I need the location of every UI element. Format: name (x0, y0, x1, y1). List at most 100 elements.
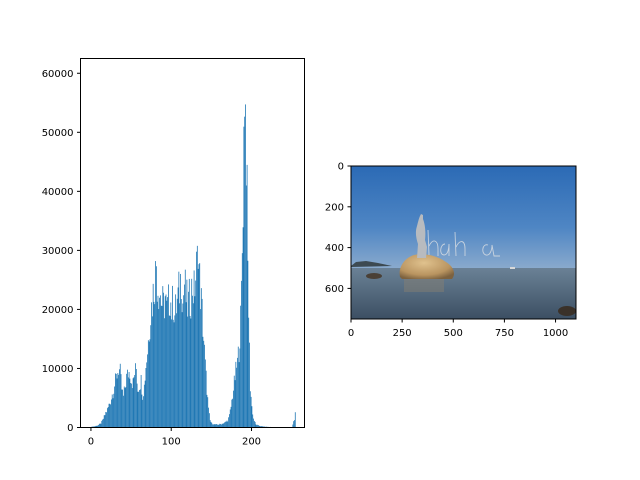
histogram-bar (184, 284, 185, 428)
histogram-bar (95, 425, 97, 428)
histogram-bar (192, 295, 193, 428)
histogram-bar (211, 422, 213, 428)
histogram-bar (243, 126, 245, 428)
histogram-bar (175, 294, 177, 428)
histogram-bar (123, 386, 125, 428)
image-x-ticks: 0 250 500 750 1000 (348, 319, 568, 339)
histogram-y-tick-label: 50000 (42, 128, 74, 139)
photo-hills (351, 261, 392, 267)
histogram-bar (170, 302, 172, 428)
photo-reflection (404, 278, 444, 292)
histogram-bar (146, 362, 148, 428)
histogram-y-tick-label: 30000 (42, 246, 74, 257)
histogram-bar (158, 309, 160, 428)
histogram-bar (116, 378, 118, 428)
histogram-bar (249, 391, 251, 428)
histogram-y-ticks: 0 10000 20000 30000 40000 50000 60000 (42, 69, 81, 434)
histogram-bar (184, 269, 186, 428)
histogram-bar (191, 278, 193, 428)
histogram-bar (94, 426, 95, 428)
histogram-bar (165, 294, 167, 428)
histogram-bar (218, 424, 220, 428)
histogram-bar (115, 373, 116, 428)
histogram-y-tick-label: 10000 (42, 364, 74, 375)
histogram-bar (294, 420, 295, 428)
histogram-bar (145, 368, 147, 428)
histogram-bar (222, 423, 224, 428)
histogram-bar (239, 348, 241, 428)
histogram-bar (293, 421, 295, 428)
histogram-bar (212, 424, 213, 428)
histogram-bar (232, 398, 234, 428)
image-x-tick-label: 1000 (543, 328, 568, 339)
histogram-bar (131, 383, 132, 428)
histogram-bar (164, 296, 166, 428)
histogram-bar (153, 301, 155, 428)
histogram-bar (122, 389, 124, 428)
histogram-bar (106, 412, 107, 428)
histogram-bar (188, 278, 190, 428)
histogram-bar (216, 424, 218, 428)
histogram-bar (111, 399, 112, 428)
histogram-bar (93, 426, 95, 428)
histogram-axes: 0 10000 20000 30000 40000 50000 60000 0 100 200 (42, 58, 305, 448)
histogram-bar (151, 316, 153, 428)
histogram-bar (196, 251, 197, 428)
histogram-bar (196, 245, 198, 428)
histogram-bar (253, 420, 255, 428)
image-y-tick-label: 200 (325, 202, 344, 213)
histogram-bar (194, 296, 196, 428)
image-y-tick-label: 600 (325, 284, 344, 295)
histogram-bar (102, 418, 104, 428)
histogram-bar (255, 424, 257, 428)
histogram-bar (143, 384, 145, 428)
histogram-bar (105, 411, 107, 428)
histogram-bar (147, 354, 148, 428)
histogram-bar (248, 317, 250, 428)
histogram-bar (216, 424, 217, 428)
histogram-bar (98, 424, 99, 428)
photo-boat (510, 267, 515, 269)
histogram-bar (242, 227, 244, 428)
histogram-bar (118, 374, 120, 428)
histogram-bar (219, 423, 221, 428)
histogram-bar (187, 316, 189, 428)
image-x-tick-label: 500 (444, 328, 463, 339)
histogram-bar (151, 302, 152, 428)
histogram-bar (230, 406, 232, 428)
histogram-bar (121, 389, 123, 428)
histogram-bar (176, 298, 178, 428)
histogram-bar (117, 373, 119, 428)
histogram-bar (159, 297, 160, 428)
photo-handwriting (427, 229, 500, 257)
photo-small-rock-left (366, 273, 382, 279)
histogram-bar (148, 341, 150, 428)
histogram-bar (199, 263, 201, 428)
histogram-bar (171, 319, 173, 428)
histogram-bar (228, 417, 230, 428)
histogram-bar (120, 374, 122, 428)
histogram-bar (137, 391, 139, 428)
histogram-bar (200, 309, 201, 428)
histogram-bar (130, 383, 132, 428)
histogram-bar (229, 409, 231, 428)
histogram-bar (177, 287, 179, 428)
histogram-y-tick-label: 20000 (42, 305, 74, 316)
histogram-bar (212, 424, 214, 428)
histogram-bar (157, 295, 159, 428)
histogram-y-tick-label: 0 (67, 423, 73, 434)
histogram-bar (131, 388, 133, 428)
histogram-bar (174, 315, 176, 428)
histogram-bar (237, 357, 238, 428)
histogram-bar (209, 420, 211, 428)
histogram-bar (203, 340, 205, 428)
histogram-bar (192, 303, 194, 428)
histogram-bar (135, 369, 137, 428)
histogram-bar (167, 297, 169, 428)
histogram-bar (94, 426, 96, 428)
histogram-bar (102, 419, 103, 428)
histogram-bar (115, 373, 117, 428)
histogram-bar (154, 304, 156, 428)
histogram-bar (292, 424, 294, 428)
image-y-tick-label: 0 (338, 162, 344, 173)
